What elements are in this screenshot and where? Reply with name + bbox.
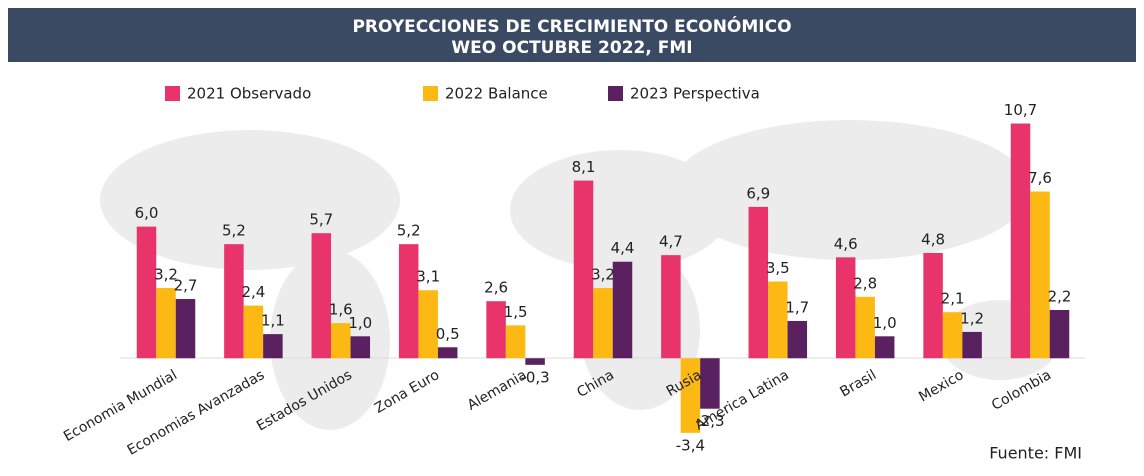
bar xyxy=(942,312,963,359)
value-label: 0,5 xyxy=(436,325,460,343)
bar xyxy=(1030,191,1050,359)
bar xyxy=(855,296,875,359)
bar xyxy=(505,325,526,359)
bar xyxy=(263,334,283,359)
bar xyxy=(787,320,808,359)
value-label: 5,7 xyxy=(309,211,333,229)
value-label: 7,6 xyxy=(1028,169,1052,187)
value-label: 2,8 xyxy=(853,274,877,292)
header-band xyxy=(8,8,1136,62)
bar xyxy=(835,257,856,359)
bar xyxy=(1049,309,1070,359)
value-label: 3,2 xyxy=(154,266,178,284)
value-label: -3,4 xyxy=(676,436,705,454)
bar xyxy=(962,331,982,359)
value-label: 1,1 xyxy=(261,312,285,330)
bar xyxy=(748,206,769,359)
bar xyxy=(612,261,633,359)
value-label: 1,0 xyxy=(873,314,897,332)
x-tick-label: Brasil xyxy=(837,367,879,400)
legend-label: 2023 Perspectiva xyxy=(630,85,760,103)
bar xyxy=(1010,123,1031,359)
value-label: 2,4 xyxy=(241,283,265,301)
bar xyxy=(156,288,176,359)
bar xyxy=(680,358,701,433)
value-label: 1,5 xyxy=(504,303,528,321)
bar xyxy=(661,255,681,359)
value-label: 1,2 xyxy=(960,309,984,327)
value-label: 2,1 xyxy=(941,290,965,308)
value-label: 1,7 xyxy=(785,298,809,316)
value-label: 2,7 xyxy=(174,277,198,295)
bar xyxy=(437,347,458,359)
x-tick-label: Economias Avanzadas xyxy=(125,367,268,459)
value-label: 4,6 xyxy=(834,235,858,253)
bar xyxy=(700,358,720,409)
bar xyxy=(398,244,419,359)
value-label: -0,3 xyxy=(520,368,549,386)
bar xyxy=(418,290,438,359)
legend-swatch xyxy=(165,86,180,101)
bar xyxy=(573,180,594,359)
value-label: 3,1 xyxy=(416,268,440,286)
bar xyxy=(923,252,943,359)
bar xyxy=(525,358,545,365)
bar xyxy=(331,323,351,359)
value-label: 1,6 xyxy=(329,301,353,319)
bar xyxy=(593,288,613,359)
value-label: 4,8 xyxy=(921,230,945,248)
value-label: 6,9 xyxy=(746,184,770,202)
bar xyxy=(224,244,244,359)
legend-swatch xyxy=(423,86,438,101)
value-label: 3,5 xyxy=(766,259,790,277)
chart-title: PROYECCIONES DE CRECIMIENTO ECONÓMICO xyxy=(352,15,791,37)
value-label: 3,2 xyxy=(591,266,615,284)
bar xyxy=(486,301,506,359)
value-label: 2,2 xyxy=(1048,287,1072,305)
value-label: 4,4 xyxy=(611,239,635,257)
value-label: 1,0 xyxy=(348,314,372,332)
bar xyxy=(768,281,788,359)
bar xyxy=(175,299,196,359)
source: Fuente: FMI xyxy=(989,444,1082,463)
bar xyxy=(243,305,264,359)
bar xyxy=(350,336,371,359)
value-label: 5,2 xyxy=(222,222,246,240)
x-tick-label: Mexico xyxy=(916,367,966,405)
x-tick-label: Alemania xyxy=(465,367,530,414)
value-label: 4,7 xyxy=(659,233,683,251)
bar xyxy=(136,226,157,359)
bar xyxy=(874,336,895,359)
chart-subtitle: WEO OCTUBRE 2022, FMI xyxy=(451,38,692,58)
legend-swatch xyxy=(608,86,623,101)
value-label: 10,7 xyxy=(1004,101,1037,119)
legend-label: 2021 Observado xyxy=(187,85,311,103)
value-label: -2,3 xyxy=(695,412,724,430)
value-label: 2,6 xyxy=(484,279,508,297)
legend-label: 2022 Balance xyxy=(445,85,548,103)
bar xyxy=(311,233,332,359)
value-label: 8,1 xyxy=(572,158,596,176)
value-label: 5,2 xyxy=(397,222,421,240)
value-label: 6,0 xyxy=(135,204,159,222)
